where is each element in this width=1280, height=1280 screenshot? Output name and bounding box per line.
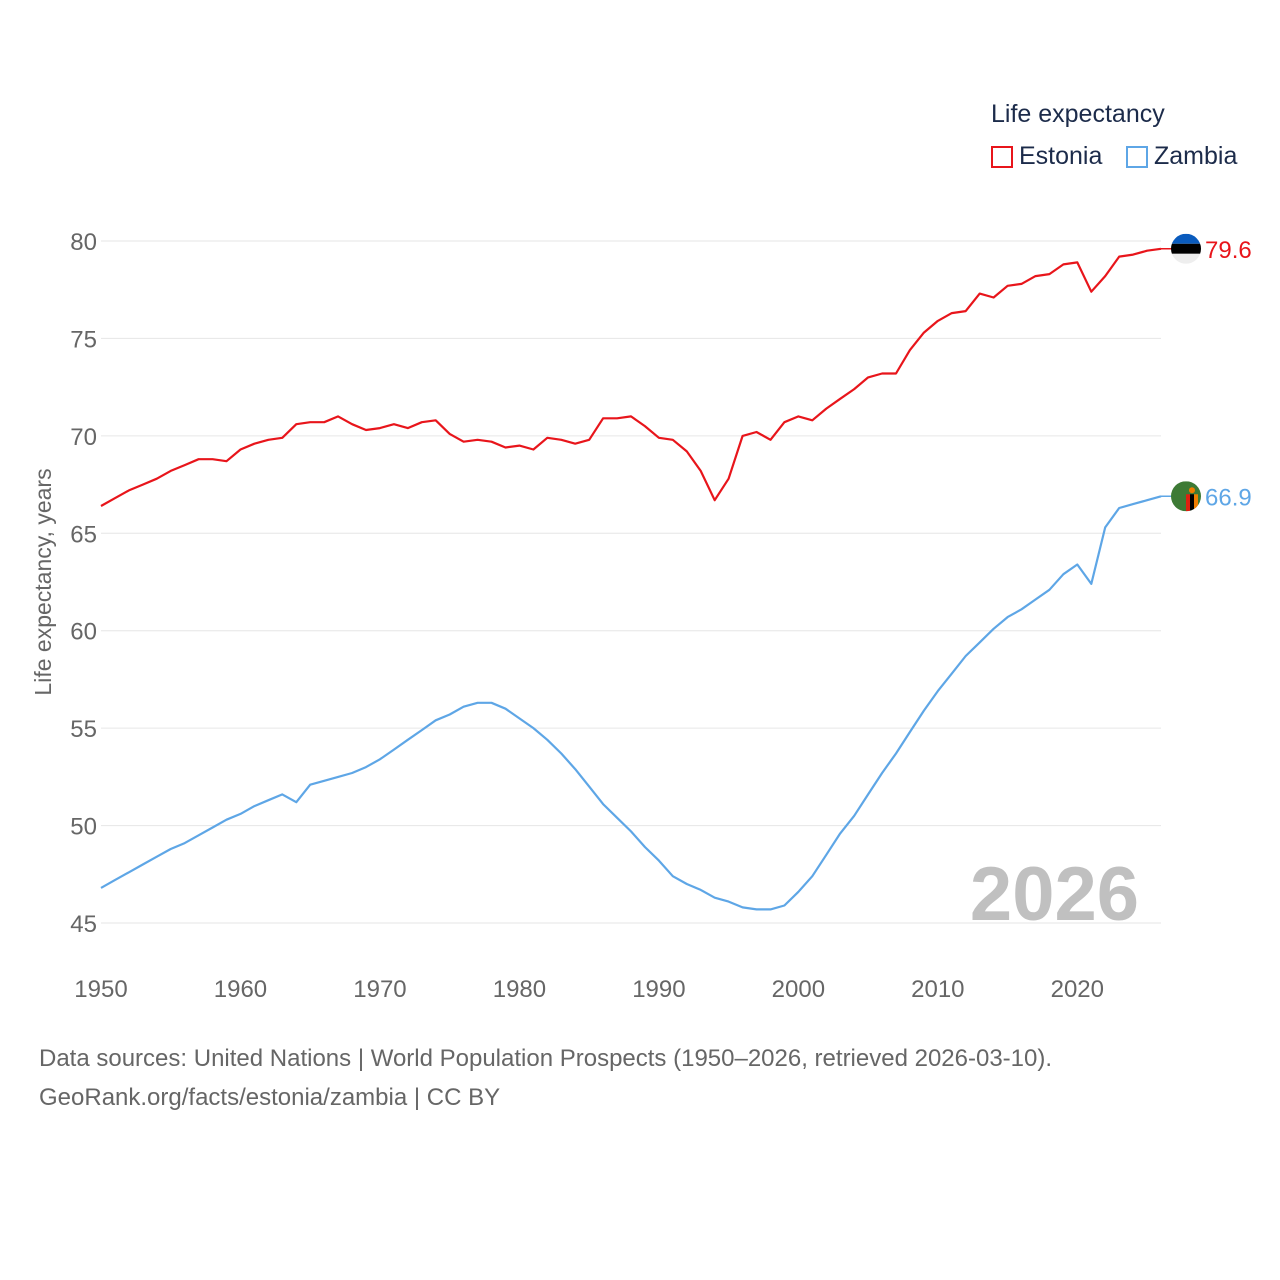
source-note: Data sources: United Nations | World Pop… — [39, 1045, 1053, 1072]
legend-swatch-estonia — [991, 145, 1013, 168]
x-tick-label-1980: 1980 — [493, 976, 546, 1003]
y-tick-label-65: 65 — [70, 521, 97, 548]
y-tick-label-50: 50 — [70, 814, 97, 841]
x-tick-label-2000: 2000 — [772, 976, 825, 1003]
legend-title: Life expectancy — [991, 100, 1165, 128]
legend-swatch-zambia — [1126, 145, 1148, 168]
y-tick-label-80: 80 — [70, 229, 97, 256]
y-axis-title: Life expectancy, years — [30, 468, 56, 695]
y-tick-label-75: 75 — [70, 326, 97, 353]
attribution-link[interactable]: GeoRank.org/facts/estonia/zambia | CC BY — [39, 1084, 501, 1111]
year-watermark: 2026 — [970, 852, 1139, 937]
x-tick-label-1990: 1990 — [632, 976, 685, 1003]
series-line-zambia — [100, 495, 1162, 911]
x-tick-label-1970: 1970 — [353, 976, 406, 1003]
x-tick-label-1960: 1960 — [214, 976, 267, 1003]
estonia-flag-icon — [1171, 233, 1201, 264]
end-label-zambia: 66.9 — [1205, 484, 1252, 511]
zambia-flag-icon — [1171, 481, 1201, 512]
legend-item-zambia[interactable]: Zambia — [1126, 142, 1237, 171]
x-tick-label-2010: 2010 — [911, 976, 964, 1003]
y-tick-label-55: 55 — [70, 716, 97, 743]
legend-label-estonia: Estonia — [1019, 142, 1103, 170]
y-tick-label-60: 60 — [70, 619, 97, 646]
end-label-estonia: 79.6 — [1205, 237, 1252, 264]
series-line-estonia — [100, 247, 1162, 507]
legend-item-estonia[interactable]: Estonia — [991, 142, 1102, 171]
x-tick-label-2020: 2020 — [1051, 976, 1104, 1003]
y-tick-label-45: 45 — [70, 911, 97, 938]
x-tick-label-1950: 1950 — [74, 976, 127, 1003]
y-tick-label-70: 70 — [70, 424, 97, 451]
legend-label-zambia: Zambia — [1154, 142, 1238, 170]
